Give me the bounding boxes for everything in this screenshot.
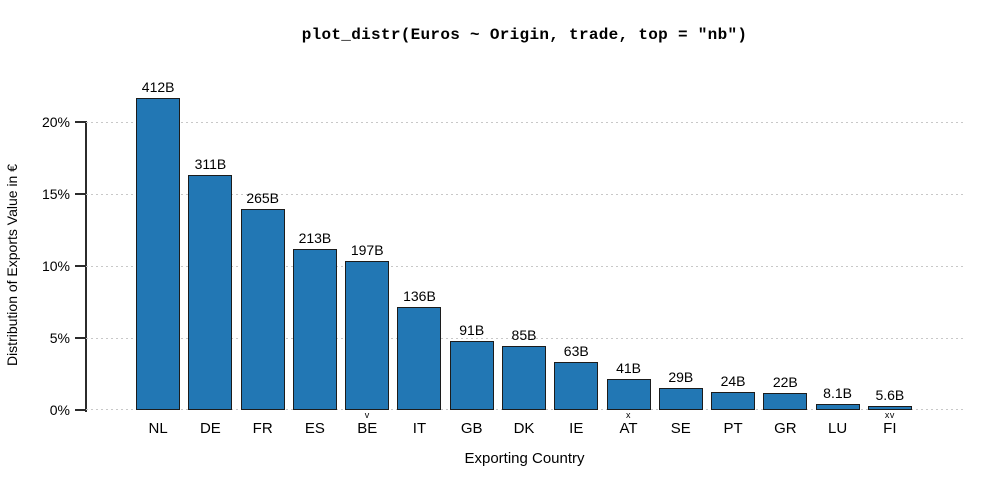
bar-value-label: 91B: [459, 322, 485, 339]
bar-slot-nl: 412B NL: [132, 79, 184, 437]
bar-dk: [501, 345, 546, 410]
bar-lu: [815, 403, 860, 410]
x-tick-label-fr: FR: [252, 420, 273, 437]
y-tick-label: 0%: [49, 402, 70, 418]
bar-footnote-marker-be: v: [364, 410, 370, 420]
bar-pt: [711, 391, 756, 410]
bar-value-label: 85B: [511, 326, 537, 343]
bar-de: [188, 174, 233, 410]
bar-slot-gb: 91B GB: [446, 122, 498, 437]
bar-value-label: 24B: [720, 372, 746, 389]
bar-footnote-marker-at: x: [626, 410, 632, 420]
bar-slot-gr: 22B GR: [759, 122, 811, 437]
bar-it: [397, 307, 442, 410]
x-tick-label-de: DE: [199, 420, 221, 437]
bar-value-label: 8.1B: [823, 384, 852, 401]
y-tick-label: 15%: [41, 186, 70, 202]
bar-slot-be: 197B v BE: [341, 122, 393, 437]
bar-slot-it: 136B IT: [393, 122, 445, 437]
bar-gb: [449, 341, 494, 410]
y-tick-label: 20%: [41, 114, 70, 130]
bar-value-label: 197B: [350, 241, 384, 258]
bar-slot-lu: 8.1B LU: [811, 122, 863, 437]
bar-fi: [867, 405, 912, 410]
x-tick-label-dk: DK: [513, 420, 535, 437]
bar-value-label: 22B: [772, 374, 798, 391]
bar-value-label: 265B: [246, 190, 280, 207]
bar-fr: [240, 209, 285, 410]
x-tick-label-nl: NL: [148, 420, 168, 437]
bars-container: 412B NL 311B DE 265B FR 213B ES 197B v BE 136B IT 91B…: [86, 79, 963, 437]
bar-slot-dk: 85B DK: [498, 122, 550, 437]
bar-slot-ie: 63B IE: [550, 122, 602, 437]
x-tick-label-it: IT: [412, 420, 427, 437]
bar-es: [292, 248, 337, 410]
bar-slot-fi: 5.6B xv FI: [864, 122, 916, 437]
bar-nl: [136, 98, 181, 410]
bar-value-label: 136B: [403, 288, 436, 305]
gridline-10%: [86, 266, 963, 267]
bar-value-label: 41B: [616, 360, 641, 376]
bar-ie: [554, 362, 599, 410]
x-tick-label-at: AT: [619, 420, 638, 437]
bar-value-label: 63B: [563, 343, 589, 360]
bar-slot-es: 213B ES: [289, 122, 341, 437]
bar-footnote-marker-fi: xv: [884, 410, 895, 420]
x-tick-label-ie: IE: [569, 420, 584, 437]
bar-value-label: 311B: [194, 155, 227, 172]
y-tick-mark-20%: [75, 121, 86, 123]
y-tick-label: 5%: [49, 330, 70, 346]
y-tick-mark-10%: [75, 265, 86, 267]
bar-value-label: 213B: [298, 229, 332, 246]
bar-value-label: 5.6B: [875, 386, 905, 403]
y-tick-mark-5%: [75, 337, 86, 339]
bar-slot-fr: 265B FR: [237, 122, 289, 437]
x-tick-label-lu: LU: [827, 420, 848, 437]
y-tick-mark-15%: [75, 193, 86, 195]
x-tick-label-es: ES: [304, 420, 325, 437]
plot-area: 412B NL 311B DE 265B FR 213B ES 197B v BE 136B IT 91B…: [86, 79, 963, 437]
bar-value-label: 412B: [141, 79, 175, 96]
bar-slot-de: 311B DE: [184, 122, 236, 437]
x-tick-label-se: SE: [670, 420, 691, 437]
bar-slot-pt: 24B PT: [707, 122, 759, 437]
gridline-15%: [86, 194, 963, 195]
chart-title: plot_distr(Euros ~ Origin, trade, top = …: [301, 26, 748, 44]
gridline-20%: [86, 122, 963, 123]
x-tick-label-fi: FI: [883, 420, 897, 437]
x-tick-label-gr: GR: [774, 420, 797, 437]
gridline-5%: [86, 338, 963, 339]
bar-slot-se: 29B SE: [655, 122, 707, 437]
x-axis-title: Exporting Country: [464, 450, 585, 467]
x-tick-label-be: BE: [357, 420, 378, 437]
bar-gr: [763, 393, 808, 410]
bar-at: [606, 379, 651, 410]
y-tick-label: 10%: [41, 258, 70, 274]
x-tick-label-gb: GB: [460, 420, 483, 437]
bar-se: [658, 388, 703, 410]
bar-slot-at: 41B x AT: [602, 122, 654, 437]
bar-value-label: 29B: [668, 369, 694, 386]
y-tick-mark-0%: [75, 409, 86, 411]
bar-be: [345, 260, 390, 410]
x-tick-label-pt: PT: [723, 420, 743, 437]
